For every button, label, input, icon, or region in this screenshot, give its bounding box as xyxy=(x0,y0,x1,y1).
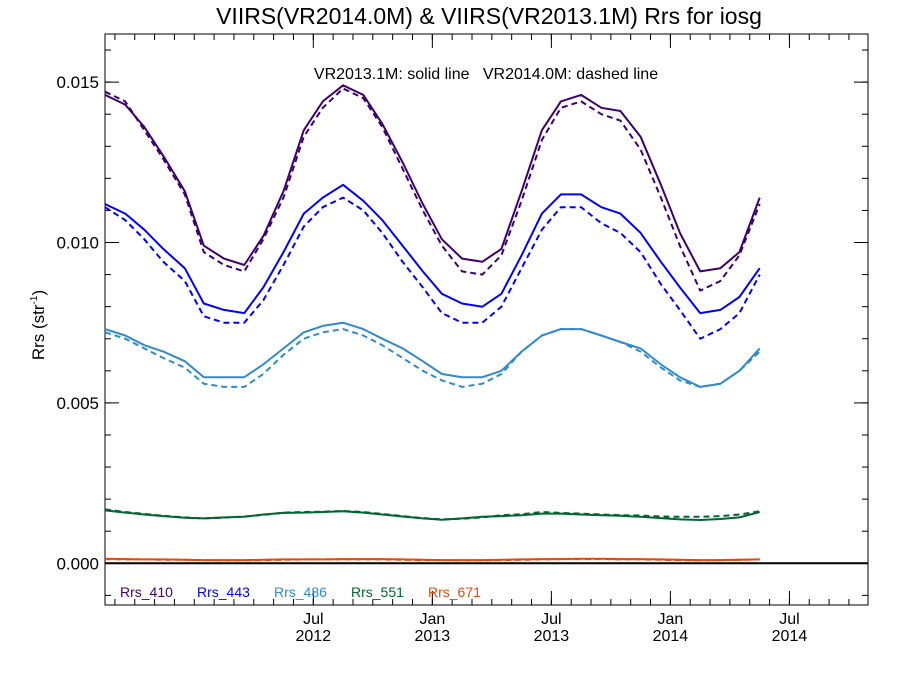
y-tick-label: 0.010 xyxy=(56,234,99,253)
y-axis-label-main: Rrs (str xyxy=(29,304,48,360)
series-line-solid-rrs-410 xyxy=(104,84,761,273)
x-tick-label-month: Jan xyxy=(419,611,445,628)
x-tick-label-month: Jul xyxy=(779,611,799,628)
x-tick-label-month: Jul xyxy=(303,611,323,628)
series-line-solid-rrs-671 xyxy=(104,557,760,562)
x-tick-label-year: 2014 xyxy=(772,628,808,645)
chart-title: VIIRS(VR2014.0M) & VIIRS(VR2013.1M) Rrs … xyxy=(216,3,762,29)
x-tick-label-year: 2012 xyxy=(296,628,332,645)
x-tick-label-year: 2014 xyxy=(653,628,689,645)
legend-entry-rrs-486: Rrs_486 xyxy=(274,584,327,600)
y-axis-label-close: ) xyxy=(29,290,48,296)
x-tick-label-month: Jan xyxy=(658,611,684,628)
legend-entry-rrs-410: Rrs_410 xyxy=(120,584,173,600)
plot-frame xyxy=(104,33,869,606)
series-line-dashed-rrs-671 xyxy=(104,558,760,562)
x-tick-label-month: Jul xyxy=(541,611,561,628)
y-axis-label-superscript: -1 xyxy=(29,295,40,304)
series-line-solid-rrs-551 xyxy=(104,509,760,521)
x-tick-label-year: 2013 xyxy=(415,628,451,645)
legend-entry-rrs-551: Rrs_551 xyxy=(351,584,404,600)
series-line-dashed-rrs-486 xyxy=(104,328,761,388)
y-tick-label: 0.005 xyxy=(56,394,99,413)
x-tick-label-year: 2013 xyxy=(534,628,570,645)
legend-entry-rrs-671: Rrs_671 xyxy=(428,584,481,600)
y-axis-label: Rrs (str-1) xyxy=(29,290,48,360)
series-line-solid-rrs-486 xyxy=(104,321,761,388)
series-line-solid-rrs-443 xyxy=(104,183,761,315)
y-tick-label: 0.000 xyxy=(56,554,99,573)
legend-entry-rrs-443: Rrs_443 xyxy=(197,584,250,600)
series-line-dashed-rrs-410 xyxy=(104,87,761,292)
line-style-annotation: VR2013.1M: solid line VR2014.0M: dashed … xyxy=(314,66,658,83)
plot-area: 0.0000.0050.0100.015Jul2012Jan2013Jul201… xyxy=(56,33,869,645)
series-line-dashed-rrs-443 xyxy=(104,196,761,340)
y-tick-label: 0.015 xyxy=(56,73,99,92)
